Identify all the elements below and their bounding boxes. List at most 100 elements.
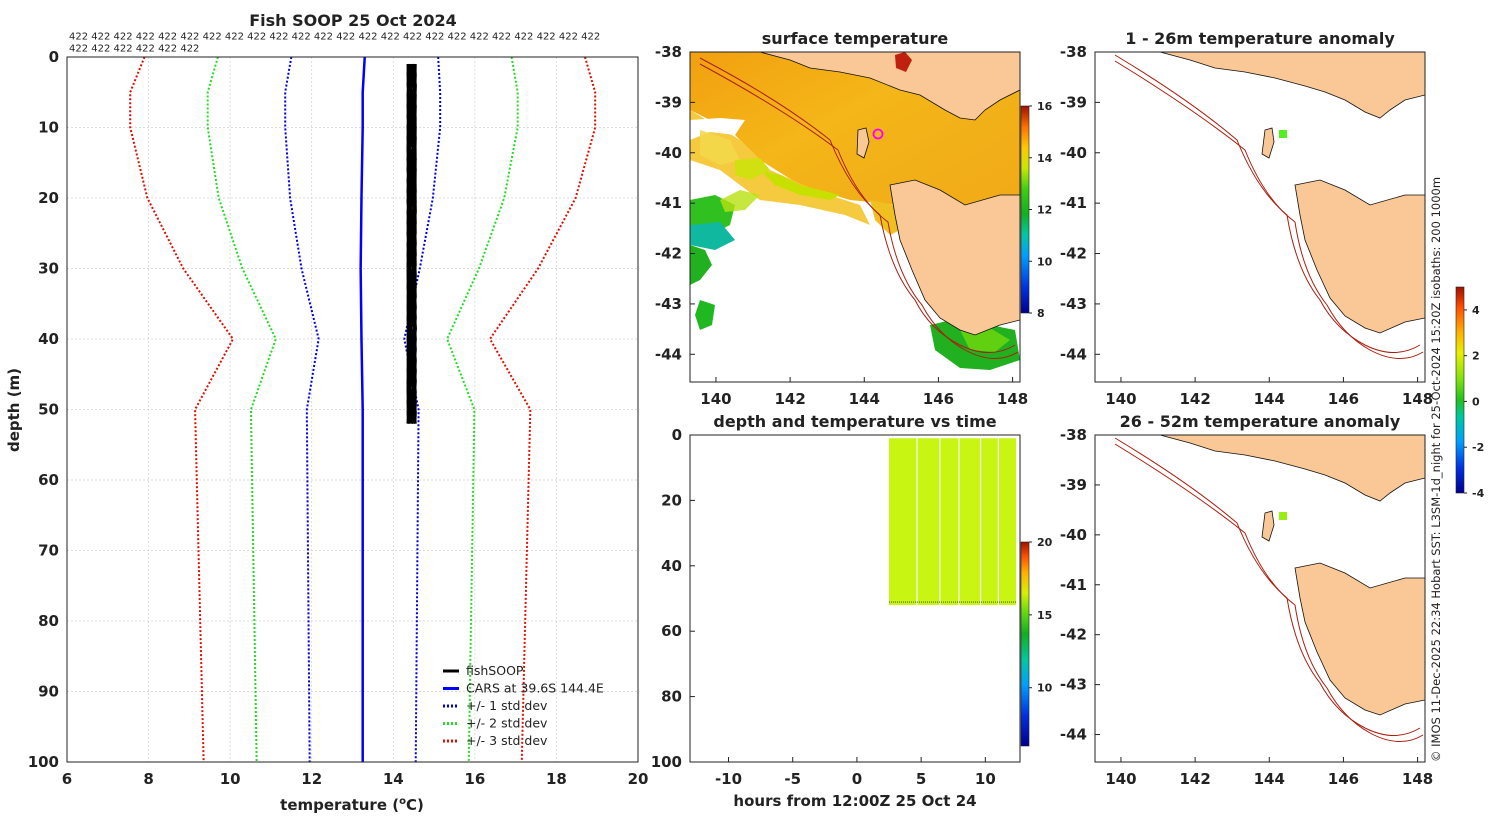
timeseries-y-tick-label: 0: [672, 426, 682, 444]
anom1-x-tick-label: 148: [1402, 390, 1433, 408]
timeseries-cast-block: [889, 438, 1017, 606]
timeseries-panel: depth and temperature vs time -10 -5 0 5 100…: [651, 412, 1053, 810]
timeseries-xlabel: hours from 12:00Z 25 Oct 24: [733, 792, 976, 810]
sst-colorbar-ticks: 8 10 12 14 16: [1029, 100, 1053, 320]
profile-y-tick-label: 60: [38, 471, 59, 489]
sst-y-tick-label: -39: [655, 93, 682, 111]
timeseries-x-tick-label: 10: [975, 770, 996, 788]
profile-cars-mean-line: [359, 56, 366, 762]
profile-std1-lower-line: [284, 56, 320, 763]
sst-x-tick-label: 146: [923, 390, 954, 408]
profile-fishsoop-cast: [406, 63, 417, 424]
timeseries-y-tick-label: 80: [661, 688, 682, 706]
anom1-x-tick-label: 140: [1105, 390, 1136, 408]
profile-x-tick-label: 12: [301, 770, 322, 788]
profile-y-tick-label: 0: [49, 48, 59, 66]
sst-y-tick-label: -38: [655, 43, 682, 61]
profile-panel: Fish SOOP 25 Oct 2024 422 422 422 422 42…: [5, 11, 648, 814]
profile-std3-lower-line: [129, 56, 235, 763]
anom2-x-tick-label: 140: [1105, 770, 1136, 788]
sst-x-tick-label: 140: [700, 390, 731, 408]
timeseries-x-tick-label: 0: [852, 770, 862, 788]
sst-y-tick-label: -40: [655, 144, 682, 162]
profile-title: Fish SOOP 25 Oct 2024: [249, 11, 457, 30]
sst-colorbar-tick-label: 12: [1037, 204, 1052, 217]
anomaly-deep-tasmania: [1294, 562, 1425, 716]
sst-tick-labels: 140 142 144 146 148 -38 -39 -40 -41 -42 -43 -44: [655, 43, 1028, 408]
timeseries-colorbar-ticks: 10 15 20: [1029, 536, 1053, 695]
anom2-y-tick-label: -44: [1060, 726, 1087, 744]
profile-x-tick-label: 18: [546, 770, 567, 788]
profile-fishsoop-cast: [406, 63, 417, 424]
sst-title: surface temperature: [762, 29, 949, 48]
profile-legend-label: fishSOOP: [466, 663, 524, 678]
anom2-x-tick-label: 144: [1254, 770, 1285, 788]
sst-x-tick-label: 142: [774, 390, 805, 408]
profile-tick-labels: 6 8 10 12 14 16 18 20 0 10 20 30 40 50 60 70 80 90 100: [28, 48, 649, 788]
sst-colorbar-tick-label: 10: [1037, 255, 1053, 268]
profile-x-tick-label: 10: [220, 770, 241, 788]
anomaly-shallow-panel: 1 - 26m temperature anomaly 140 142 144 146…: [1060, 29, 1433, 408]
sst-station-marker: [872, 128, 884, 140]
anom1-y-tick-label: -43: [1060, 295, 1087, 313]
timeseries-colorbar-tick-label: 10: [1037, 682, 1053, 695]
anomaly-deep-station-marker: [1279, 512, 1287, 520]
profile-x-tick-label: 16: [464, 770, 485, 788]
sst-x-tick-label: 144: [849, 390, 880, 408]
anomaly-colorbar-ticks: 4 2 0 -2 -4: [1464, 304, 1485, 500]
anom1-y-tick-label: -38: [1060, 43, 1087, 61]
timeseries-y-tick-label: 60: [661, 622, 682, 640]
anomaly-colorbar-tick-label: 2: [1472, 350, 1480, 363]
anom2-y-tick-label: -41: [1060, 576, 1087, 594]
timeseries-colorbar-tick-label: 20: [1037, 536, 1053, 549]
profile-std3-upper-line: [488, 56, 597, 763]
anom2-x-tick-label: 146: [1328, 770, 1359, 788]
profile-y-tick-label: 90: [38, 683, 59, 701]
profile-y-tick-label: 20: [38, 189, 59, 207]
profile-y-tick-label: 30: [38, 260, 59, 278]
timeseries-x-tick-label: -5: [784, 770, 801, 788]
profile-y-tick-label: 80: [38, 612, 59, 630]
timeseries-colorbar: [1020, 541, 1030, 747]
timeseries-y-tick-label: 40: [661, 557, 682, 575]
anom2-y-tick-label: -38: [1060, 426, 1087, 444]
sst-colorbar: [1020, 105, 1030, 314]
profile-legend-label: +/- 1 std dev: [466, 698, 548, 713]
anomaly-colorbar-tick-label: 0: [1472, 395, 1480, 408]
sst-panel: surface temperature: [655, 29, 1053, 408]
anom2-x-tick-label: 142: [1179, 770, 1210, 788]
anomaly-shallow-title: 1 - 26m temperature anomaly: [1125, 29, 1395, 48]
profile-header-counts-line1: 422 422 422 422 422 422 422 422 422 422 …: [69, 32, 600, 43]
sst-mainland: [759, 52, 1020, 121]
profile-x-tick-label: 6: [62, 770, 72, 788]
timeseries-x-tick-label: -10: [715, 770, 742, 788]
anom2-x-tick-label: 148: [1402, 770, 1433, 788]
profile-std2-upper-line: [446, 56, 519, 763]
anom1-x-tick-label: 146: [1328, 390, 1359, 408]
profile-axes-box: [66, 56, 639, 763]
timeseries-x-tick-label: 5: [916, 770, 926, 788]
anom1-y-tick-label: -42: [1060, 245, 1087, 263]
anom1-y-tick-label: -44: [1060, 345, 1087, 363]
anomaly-shallow-map: [1095, 52, 1425, 382]
anomaly-deep-map: [1095, 435, 1425, 762]
sst-y-tick-label: -43: [655, 295, 682, 313]
anomaly-colorbar-tick-label: -4: [1472, 487, 1485, 500]
timeseries-y-tick-label: 20: [661, 491, 682, 509]
profile-y-tick-label: 100: [28, 753, 59, 771]
anom1-y-tick-label: -41: [1060, 194, 1087, 212]
anomaly-colorbar: [1455, 286, 1465, 494]
profile-fishsoop-cast: [406, 63, 417, 424]
anomaly-colorbar-tick-label: 4: [1472, 304, 1480, 317]
profile-y-tick-label: 50: [38, 401, 59, 419]
profile-ylabel: depth (m): [5, 368, 23, 452]
anom2-y-tick-label: -42: [1060, 626, 1087, 644]
profile-header-counts-line2: 422 422 422 422 422 422: [69, 44, 199, 55]
timeseries-y-tick-label: 100: [651, 753, 682, 771]
sst-tasmania: [889, 179, 1020, 336]
profile-x-tick-label: 20: [628, 770, 649, 788]
profile-x-tick-label: 8: [143, 770, 153, 788]
anom2-y-tick-label: -39: [1060, 476, 1087, 494]
profile-std2-lower-line: [206, 56, 277, 763]
